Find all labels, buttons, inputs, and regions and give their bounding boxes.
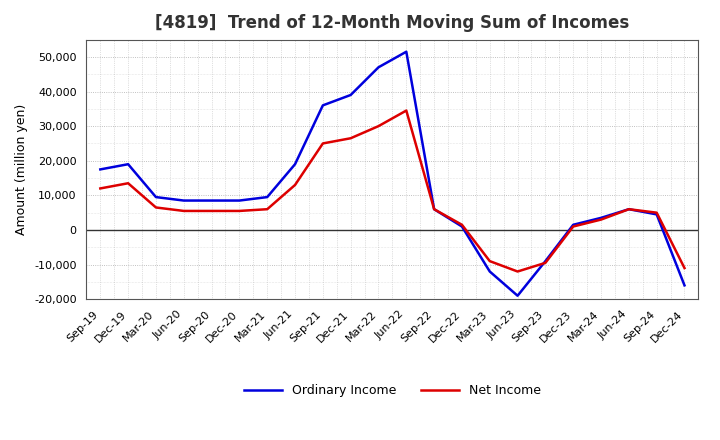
Net Income bbox=[652, 210, 661, 215]
Net Income bbox=[597, 217, 606, 222]
Net Income bbox=[152, 205, 161, 210]
Ordinary Income bbox=[541, 258, 550, 264]
Net Income bbox=[485, 258, 494, 264]
Ordinary Income bbox=[680, 283, 689, 288]
Net Income bbox=[624, 206, 633, 212]
Net Income bbox=[318, 141, 327, 146]
Net Income bbox=[291, 182, 300, 187]
Net Income bbox=[124, 180, 132, 186]
Ordinary Income bbox=[374, 65, 383, 70]
Ordinary Income bbox=[597, 215, 606, 220]
Net Income bbox=[541, 260, 550, 265]
Ordinary Income bbox=[124, 161, 132, 167]
Ordinary Income bbox=[458, 224, 467, 229]
Title: [4819]  Trend of 12-Month Moving Sum of Incomes: [4819] Trend of 12-Month Moving Sum of I… bbox=[156, 15, 629, 33]
Ordinary Income bbox=[152, 194, 161, 200]
Line: Ordinary Income: Ordinary Income bbox=[100, 52, 685, 296]
Net Income bbox=[207, 208, 216, 213]
Net Income bbox=[458, 222, 467, 227]
Legend: Ordinary Income, Net Income: Ordinary Income, Net Income bbox=[239, 379, 546, 402]
Net Income bbox=[402, 108, 410, 113]
Y-axis label: Amount (million yen): Amount (million yen) bbox=[16, 104, 29, 235]
Net Income bbox=[374, 124, 383, 129]
Line: Net Income: Net Income bbox=[100, 110, 685, 271]
Net Income bbox=[179, 208, 188, 213]
Ordinary Income bbox=[96, 167, 104, 172]
Net Income bbox=[96, 186, 104, 191]
Net Income bbox=[569, 224, 577, 229]
Ordinary Income bbox=[624, 206, 633, 212]
Ordinary Income bbox=[569, 222, 577, 227]
Ordinary Income bbox=[318, 103, 327, 108]
Ordinary Income bbox=[513, 293, 522, 298]
Ordinary Income bbox=[179, 198, 188, 203]
Ordinary Income bbox=[291, 161, 300, 167]
Net Income bbox=[263, 206, 271, 212]
Ordinary Income bbox=[430, 206, 438, 212]
Net Income bbox=[680, 265, 689, 271]
Net Income bbox=[346, 136, 355, 141]
Ordinary Income bbox=[235, 198, 243, 203]
Net Income bbox=[235, 208, 243, 213]
Ordinary Income bbox=[346, 92, 355, 98]
Net Income bbox=[513, 269, 522, 274]
Ordinary Income bbox=[402, 49, 410, 55]
Ordinary Income bbox=[263, 194, 271, 200]
Ordinary Income bbox=[485, 269, 494, 274]
Ordinary Income bbox=[207, 198, 216, 203]
Ordinary Income bbox=[652, 212, 661, 217]
Net Income bbox=[430, 206, 438, 212]
